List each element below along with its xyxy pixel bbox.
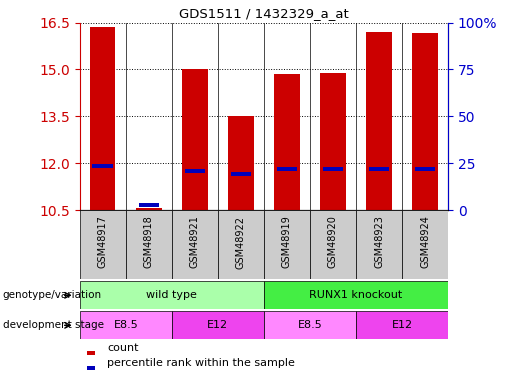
Bar — [90, 27, 115, 210]
Bar — [413, 33, 438, 210]
Text: wild type: wild type — [146, 290, 197, 300]
Bar — [136, 209, 162, 210]
Text: GSM48921: GSM48921 — [190, 216, 200, 268]
Bar — [320, 72, 346, 210]
Bar — [139, 203, 159, 207]
Bar — [172, 210, 218, 279]
Text: GSM48923: GSM48923 — [374, 216, 384, 268]
Bar — [87, 351, 95, 355]
Bar — [182, 69, 208, 210]
Bar — [277, 167, 297, 171]
Text: E12: E12 — [391, 320, 413, 330]
Text: RUNX1 knockout: RUNX1 knockout — [310, 290, 403, 300]
Bar — [87, 366, 95, 370]
Text: GSM48917: GSM48917 — [98, 216, 108, 268]
Title: GDS1511 / 1432329_a_at: GDS1511 / 1432329_a_at — [179, 7, 349, 20]
Bar — [172, 311, 264, 339]
Text: GSM48919: GSM48919 — [282, 216, 292, 268]
Bar — [231, 172, 251, 176]
Bar — [415, 167, 435, 171]
Bar — [80, 281, 264, 309]
Text: GSM48920: GSM48920 — [328, 216, 338, 268]
Text: percentile rank within the sample: percentile rank within the sample — [108, 358, 295, 368]
Bar — [310, 210, 356, 279]
Bar — [93, 164, 113, 168]
Bar — [356, 311, 448, 339]
Bar — [218, 210, 264, 279]
Bar — [369, 167, 389, 171]
Bar — [322, 167, 344, 171]
Bar — [126, 210, 172, 279]
Bar — [264, 210, 310, 279]
Text: count: count — [108, 343, 139, 353]
Text: E12: E12 — [208, 320, 229, 330]
Text: GSM48922: GSM48922 — [236, 216, 246, 268]
Text: GSM48918: GSM48918 — [144, 216, 154, 268]
Bar — [366, 32, 392, 210]
Bar — [356, 210, 402, 279]
Text: genotype/variation: genotype/variation — [3, 290, 101, 300]
Bar — [264, 281, 448, 309]
Bar — [184, 169, 205, 173]
Bar — [80, 311, 172, 339]
Bar — [402, 210, 448, 279]
Text: E8.5: E8.5 — [113, 320, 138, 330]
Bar — [80, 210, 126, 279]
Bar — [264, 311, 356, 339]
Text: E8.5: E8.5 — [298, 320, 322, 330]
Bar — [274, 74, 300, 210]
Text: GSM48924: GSM48924 — [420, 216, 430, 268]
Bar — [228, 116, 253, 210]
Text: development stage: development stage — [3, 320, 104, 330]
